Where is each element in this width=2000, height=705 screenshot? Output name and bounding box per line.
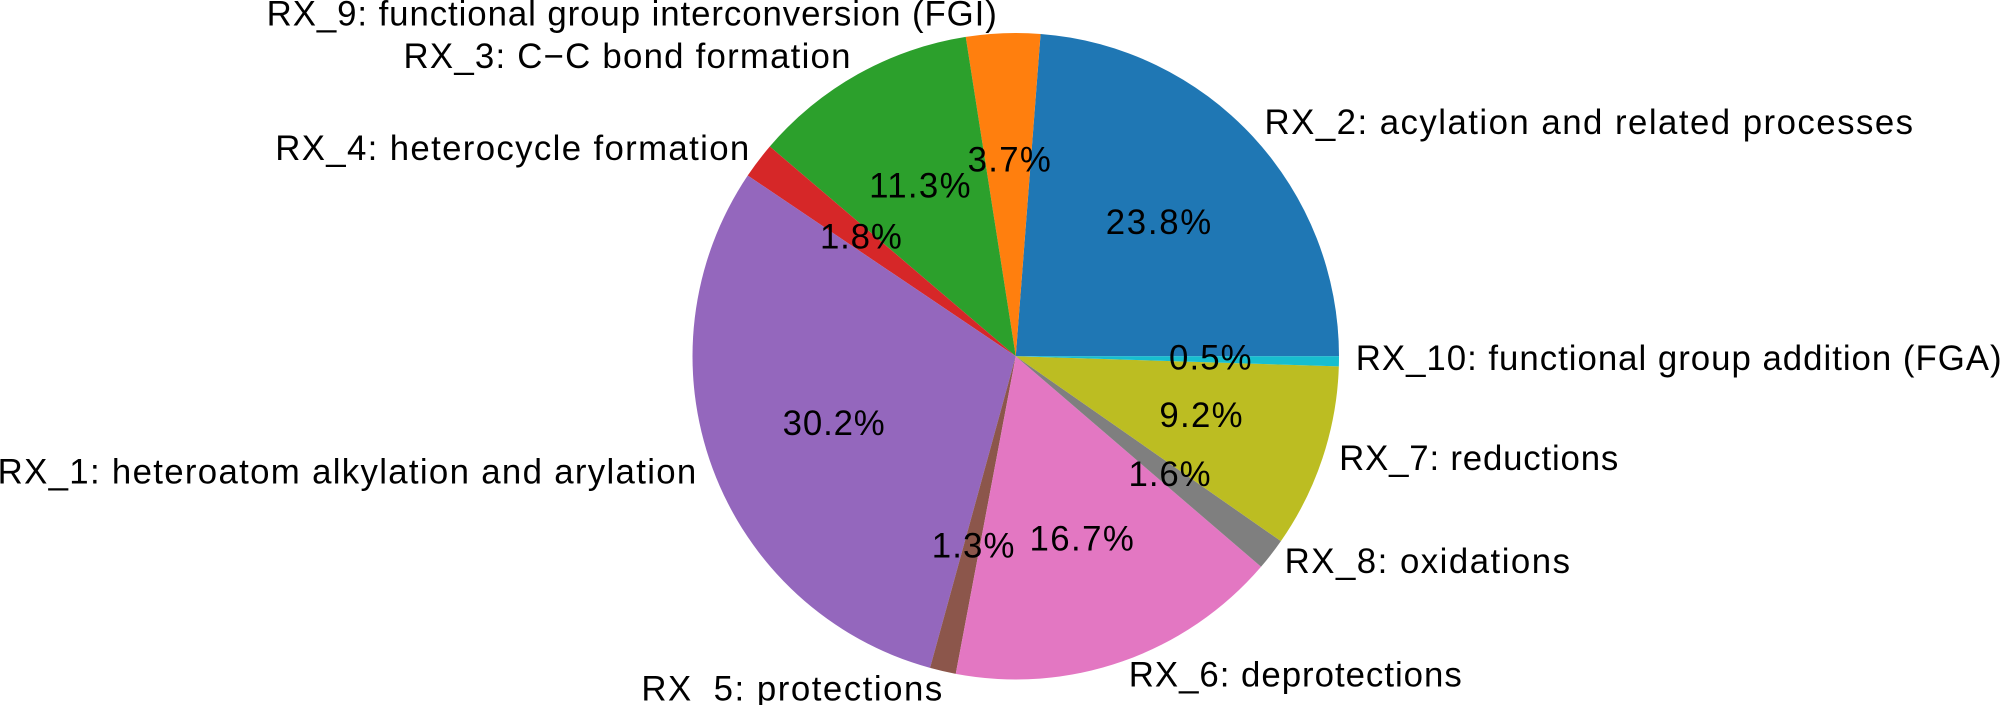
svg-text:23.8%: 23.8%: [1106, 203, 1211, 242]
svg-text:RX_7: reductions: RX_7: reductions: [1339, 439, 1618, 478]
svg-text:16.7%: 16.7%: [1029, 520, 1133, 559]
svg-text:RX_5: protections: RX_5: protections: [641, 669, 942, 705]
svg-text:RX_8: oxidations: RX_8: oxidations: [1285, 542, 1570, 581]
svg-text:RX_10: functional group additi: RX_10: functional group addition (FGA): [1356, 339, 2000, 378]
svg-text:11.3%: 11.3%: [869, 167, 970, 206]
svg-text:1.8%: 1.8%: [820, 217, 902, 256]
svg-text:RX_4: heterocycle formation: RX_4: heterocycle formation: [275, 129, 749, 168]
svg-text:9.2%: 9.2%: [1159, 396, 1242, 435]
svg-text:RX_3: C−C bond formation: RX_3: C−C bond formation: [404, 37, 851, 76]
svg-text:1.3%: 1.3%: [932, 527, 1015, 566]
svg-text:RX_6: deprotections: RX_6: deprotections: [1129, 655, 1462, 694]
svg-text:30.2%: 30.2%: [783, 404, 885, 443]
svg-text:RX_9: functional group interco: RX_9: functional group interconversion (…: [267, 0, 997, 33]
svg-text:3.7%: 3.7%: [968, 141, 1051, 180]
svg-text:RX_1: heteroatom alkylation an: RX_1: heteroatom alkylation and arylatio…: [0, 453, 696, 492]
svg-text:RX_2: acylation and related pr: RX_2: acylation and related processes: [1265, 103, 1914, 142]
svg-text:1.6%: 1.6%: [1129, 455, 1211, 494]
svg-text:0.5%: 0.5%: [1169, 339, 1252, 378]
